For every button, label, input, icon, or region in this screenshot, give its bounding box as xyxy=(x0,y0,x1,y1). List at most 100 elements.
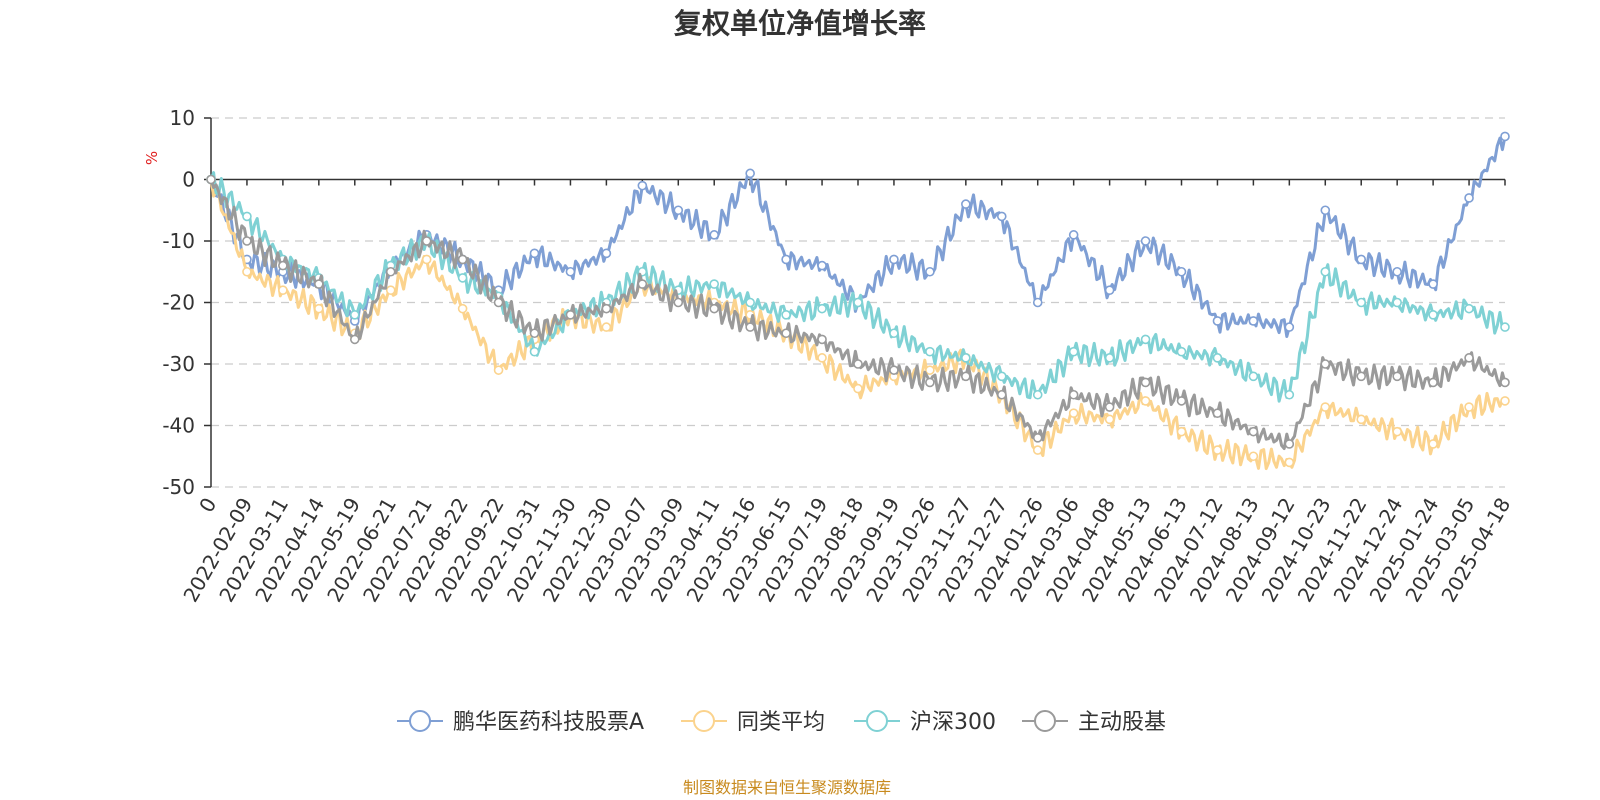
data-point xyxy=(1068,230,1079,240)
data-point xyxy=(601,322,612,332)
data-point xyxy=(961,353,971,363)
data-point xyxy=(1356,254,1367,265)
data-point xyxy=(385,266,396,277)
data-point xyxy=(817,334,827,345)
data-point xyxy=(1356,371,1367,382)
data-point xyxy=(529,248,540,259)
data-point xyxy=(1356,414,1367,425)
data-point xyxy=(709,279,720,289)
data-point xyxy=(889,254,899,265)
data-point xyxy=(1212,408,1223,419)
data-point xyxy=(673,297,684,308)
data-point xyxy=(853,383,863,394)
legend-item-0[interactable]: 鹏华医药科技股票A xyxy=(397,710,644,735)
data-point xyxy=(745,297,755,308)
data-point xyxy=(925,377,935,388)
data-point xyxy=(637,279,648,289)
data-point xyxy=(1032,389,1043,400)
legend-label: 沪深300 xyxy=(910,710,996,735)
chart-title: 复权单位净值增长率 xyxy=(674,7,926,40)
data-point xyxy=(1284,389,1295,400)
data-point xyxy=(1176,396,1187,406)
data-point xyxy=(1104,285,1115,296)
data-point xyxy=(1428,279,1438,289)
data-point xyxy=(1104,414,1115,425)
data-point xyxy=(1248,451,1259,462)
data-point xyxy=(385,285,396,296)
y-axis-unit: % xyxy=(143,151,161,165)
data-point xyxy=(1248,371,1259,382)
data-point xyxy=(314,303,324,314)
data-point xyxy=(601,248,612,259)
data-point xyxy=(1140,334,1151,345)
y-tick-label: -10 xyxy=(162,229,195,253)
legend-item-2[interactable]: 沪深300 xyxy=(854,710,996,735)
data-point xyxy=(206,174,216,185)
data-point xyxy=(278,260,288,271)
data-point xyxy=(745,168,755,179)
data-point xyxy=(1392,426,1402,437)
data-point xyxy=(1428,377,1438,388)
data-point xyxy=(1140,377,1151,388)
data-point xyxy=(1320,402,1331,412)
legend-marker xyxy=(409,710,431,732)
data-point xyxy=(1464,303,1474,314)
data-point xyxy=(349,309,360,320)
data-point xyxy=(1428,309,1438,320)
data-point xyxy=(601,303,612,314)
data-point xyxy=(457,303,468,314)
data-point xyxy=(961,371,971,382)
data-point xyxy=(1500,131,1510,142)
data-point xyxy=(817,303,827,314)
data-point xyxy=(349,334,360,345)
data-point xyxy=(1500,377,1510,388)
data-point xyxy=(1176,426,1187,437)
data-point xyxy=(493,365,504,375)
data-point xyxy=(1104,353,1115,363)
data-point xyxy=(996,371,1007,382)
legend-label: 主动股基 xyxy=(1078,710,1166,735)
data-point xyxy=(637,180,648,191)
data-point xyxy=(457,254,468,265)
data-point xyxy=(889,328,899,339)
data-point xyxy=(421,254,432,265)
data-point xyxy=(421,236,432,246)
data-point xyxy=(242,266,252,277)
data-point xyxy=(1248,316,1259,326)
data-point xyxy=(1392,297,1402,308)
data-point xyxy=(1356,297,1367,308)
data-point xyxy=(925,266,935,277)
data-source-note: 制图数据来自恒生聚源数据库 xyxy=(683,778,891,797)
data-point xyxy=(565,309,576,320)
data-point xyxy=(889,365,899,375)
legend: 鹏华医药科技股票A 同类平均 沪深300 主动股基 xyxy=(397,710,1166,735)
data-point xyxy=(673,205,684,216)
legend-item-3[interactable]: 主动股基 xyxy=(1022,710,1166,735)
data-point xyxy=(781,309,791,320)
data-point xyxy=(996,211,1007,222)
data-point xyxy=(457,273,468,283)
data-point xyxy=(1284,457,1295,468)
legend-marker xyxy=(693,710,715,732)
y-tick-label: 10 xyxy=(170,106,195,130)
data-point xyxy=(709,303,720,314)
data-point xyxy=(1284,439,1295,449)
data-point xyxy=(817,353,827,363)
data-point xyxy=(709,230,720,240)
data-point xyxy=(1140,396,1151,406)
data-point xyxy=(853,359,863,369)
data-point xyxy=(242,211,252,222)
y-tick-label: -50 xyxy=(162,475,195,499)
data-point xyxy=(1212,353,1223,363)
legend-marker xyxy=(1034,710,1056,732)
data-point xyxy=(1428,439,1438,449)
legend-item-1[interactable]: 同类平均 xyxy=(681,710,825,735)
data-point xyxy=(781,254,791,265)
data-point xyxy=(1392,266,1402,277)
data-point xyxy=(1320,205,1331,216)
data-point xyxy=(1464,353,1474,363)
data-point xyxy=(781,328,791,339)
data-point xyxy=(1212,316,1223,326)
data-point xyxy=(925,346,935,357)
